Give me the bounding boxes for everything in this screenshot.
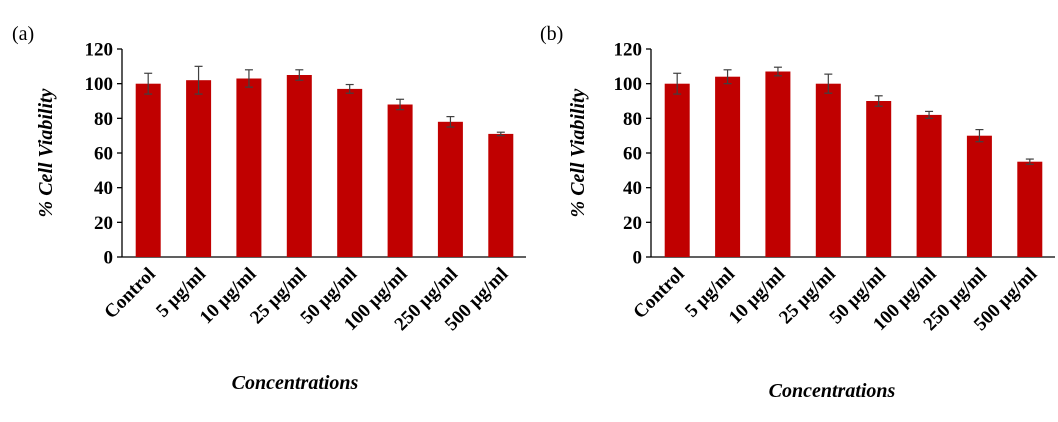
bar: [815, 83, 841, 257]
bar: [437, 121, 463, 257]
y-tick-label: 100: [85, 74, 114, 95]
y-tick-label: 40: [94, 178, 113, 199]
bar: [135, 83, 161, 257]
y-tick-label: 120: [614, 40, 643, 61]
y-tick-label: 120: [85, 40, 114, 61]
y-tick-label: 80: [623, 109, 642, 130]
category-label: Control: [629, 264, 688, 323]
bar: [387, 104, 413, 257]
y-tick-label: 80: [94, 109, 113, 130]
y-axis-title: % Cell Viability: [35, 88, 57, 217]
y-tick-label: 40: [623, 178, 642, 199]
panel-label: (b): [540, 23, 563, 45]
y-tick-label: 20: [623, 213, 642, 234]
y-tick-label: 60: [623, 144, 642, 165]
y-tick-label: 0: [633, 248, 643, 269]
y-axis-title: % Cell Viability: [567, 88, 589, 217]
y-tick-label: 60: [94, 144, 113, 165]
y-tick-label: 0: [104, 248, 114, 269]
y-tick-label: 100: [614, 74, 643, 95]
x-axis-title: Concentrations: [769, 380, 896, 402]
bar: [186, 80, 212, 257]
bar: [488, 133, 514, 257]
x-axis-title: Concentrations: [232, 372, 359, 394]
bar: [337, 88, 363, 258]
panel-label: (a): [12, 23, 34, 45]
bar: [765, 71, 791, 257]
bar: [966, 135, 992, 257]
bar: [286, 75, 312, 257]
bar: [236, 78, 262, 257]
bar: [664, 83, 690, 257]
y-tick-label: 20: [94, 213, 113, 234]
bar: [1017, 161, 1043, 257]
category-label: Control: [100, 264, 159, 323]
bar: [916, 114, 942, 258]
bar: [715, 76, 741, 257]
bar: [866, 101, 892, 257]
